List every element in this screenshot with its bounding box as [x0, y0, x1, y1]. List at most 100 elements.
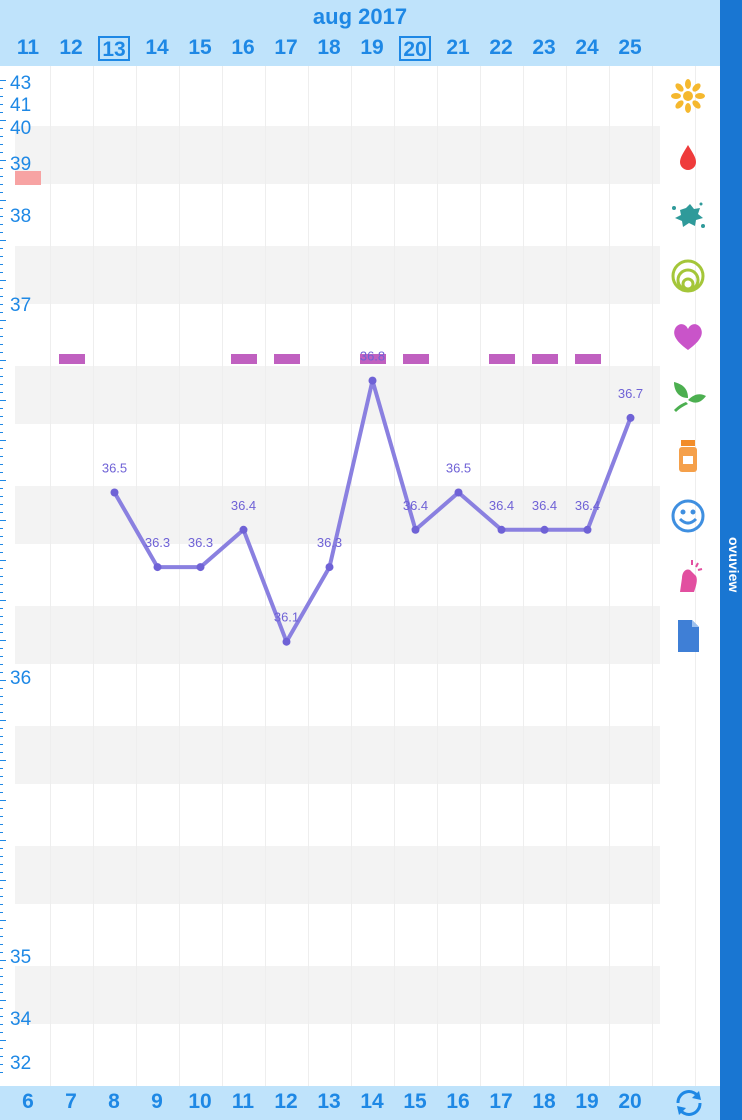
temperature-point[interactable] — [282, 637, 291, 646]
cycle-day: 7 — [65, 1090, 77, 1113]
y-axis-tick — [0, 88, 3, 89]
date-cell[interactable]: 11 — [16, 36, 40, 59]
date-cell[interactable]: 13 — [98, 36, 130, 61]
date-cell[interactable]: 16 — [231, 36, 255, 59]
y-axis-tick — [0, 416, 3, 417]
intercourse-marker[interactable] — [489, 354, 515, 364]
temperature-label: 36.4 — [231, 498, 256, 513]
y-axis-tick — [0, 992, 3, 993]
y-axis-tick — [0, 704, 3, 705]
date-cell[interactable]: 22 — [489, 36, 513, 59]
sun-icon[interactable] — [668, 76, 708, 116]
y-axis-tick — [0, 584, 3, 585]
temperature-point[interactable] — [626, 413, 635, 422]
y-axis-tick — [0, 712, 3, 713]
temperature-point[interactable] — [325, 563, 334, 572]
y-axis — [0, 66, 6, 1086]
date-cell[interactable]: 25 — [618, 36, 642, 59]
y-axis-tick — [0, 264, 3, 265]
drop-icon[interactable] — [668, 136, 708, 176]
intercourse-marker[interactable] — [360, 354, 386, 364]
leaf-icon[interactable] — [668, 376, 708, 416]
y-axis-tick — [0, 824, 3, 825]
temperature-label: 36.3 — [317, 535, 342, 550]
temperature-label: 36.4 — [489, 498, 514, 513]
date-cell[interactable]: 19 — [360, 36, 384, 59]
intercourse-marker[interactable] — [59, 354, 85, 364]
y-axis-tick — [0, 1032, 3, 1033]
intercourse-marker[interactable] — [575, 354, 601, 364]
y-axis-tick — [0, 288, 3, 289]
temperature-point[interactable] — [239, 525, 248, 534]
grid-line — [179, 66, 180, 1086]
temperature-label: 36.4 — [532, 498, 557, 513]
cycle-day: 19 — [575, 1090, 599, 1113]
y-axis-tick — [0, 320, 6, 321]
temperature-point[interactable] — [540, 525, 549, 534]
sparkle-hand-icon[interactable] — [668, 556, 708, 596]
y-axis-tick — [0, 920, 6, 921]
y-axis-tick — [0, 512, 3, 513]
intercourse-marker[interactable] — [274, 354, 300, 364]
intercourse-marker[interactable] — [403, 354, 429, 364]
y-axis-tick — [0, 328, 3, 329]
y-axis-tick — [0, 616, 3, 617]
y-axis-tick — [0, 112, 3, 113]
date-cell[interactable]: 12 — [59, 36, 83, 59]
rings-icon[interactable] — [668, 256, 708, 296]
temperature-point[interactable] — [583, 525, 592, 534]
y-axis-label: 32 — [10, 1053, 32, 1074]
grid-line — [609, 66, 610, 1086]
y-axis-tick — [0, 624, 3, 625]
date-cell[interactable]: 20 — [399, 36, 431, 61]
refresh-icon[interactable] — [672, 1086, 706, 1120]
y-axis-tick — [0, 672, 3, 673]
date-cell[interactable]: 14 — [145, 36, 169, 59]
date-cell[interactable]: 15 — [188, 36, 212, 59]
temperature-point[interactable] — [497, 525, 506, 534]
date-cell[interactable]: 24 — [575, 36, 599, 59]
temperature-point[interactable] — [368, 376, 377, 385]
y-axis-tick — [0, 360, 6, 361]
pill-bottle-icon[interactable] — [668, 436, 708, 476]
y-axis-tick — [0, 904, 3, 905]
y-axis-tick — [0, 1056, 3, 1057]
sidebar-label[interactable]: ovuview — [726, 537, 742, 593]
y-axis-tick — [0, 480, 6, 481]
heart-icon[interactable] — [668, 316, 708, 356]
y-axis-tick — [0, 936, 3, 937]
y-axis-tick — [0, 440, 6, 441]
date-cell[interactable]: 18 — [317, 36, 341, 59]
smiley-icon[interactable] — [668, 496, 708, 536]
y-axis-tick — [0, 520, 6, 521]
y-axis-tick — [0, 528, 3, 529]
y-axis-tick — [0, 464, 3, 465]
temperature-point[interactable] — [153, 563, 162, 572]
date-cell[interactable]: 21 — [446, 36, 470, 59]
y-axis-tick — [0, 880, 6, 881]
y-axis-label: 43 — [10, 73, 32, 94]
temperature-point[interactable] — [454, 488, 463, 497]
cycle-day: 16 — [446, 1090, 470, 1113]
date-cell[interactable]: 23 — [532, 36, 556, 59]
y-axis-tick — [0, 928, 3, 929]
intercourse-marker[interactable] — [532, 354, 558, 364]
document-icon[interactable] — [668, 616, 708, 656]
temperature-point[interactable] — [196, 563, 205, 572]
y-axis-tick — [0, 152, 3, 153]
y-axis-tick — [0, 1072, 3, 1073]
cycle-day: 14 — [360, 1090, 384, 1113]
temperature-chart[interactable]: 36.5 36.3 36.3 36.4 36.1 36.3 36.8 36.4 36.5 36.4… — [0, 0, 720, 1086]
grid-band — [15, 966, 660, 1024]
temperature-point[interactable] — [411, 525, 420, 534]
date-cell[interactable]: 17 — [274, 36, 298, 59]
splash-icon[interactable] — [668, 196, 708, 236]
y-axis-tick — [0, 168, 3, 169]
y-axis-tick — [0, 200, 6, 201]
grid-line — [222, 66, 223, 1086]
temperature-point[interactable] — [110, 488, 119, 497]
y-axis-tick — [0, 304, 3, 305]
y-axis-tick — [0, 456, 3, 457]
intercourse-marker[interactable] — [231, 354, 257, 364]
y-axis-tick — [0, 208, 3, 209]
